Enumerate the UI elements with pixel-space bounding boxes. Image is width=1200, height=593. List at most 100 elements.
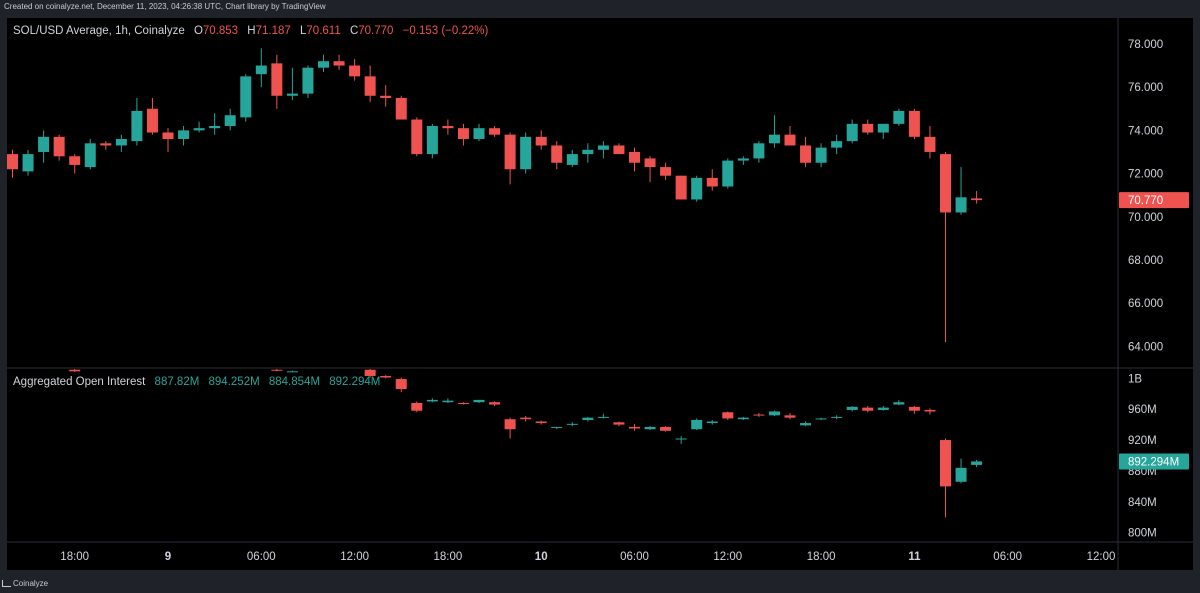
oi-candle	[442, 398, 454, 403]
price-candle	[209, 113, 221, 135]
price-candle	[349, 59, 361, 81]
oi-candle-body	[815, 418, 827, 420]
price-candle	[504, 132, 516, 185]
coinalyze-logo-icon	[2, 580, 11, 587]
oi-candle-body	[784, 415, 796, 418]
price-candle-body	[224, 115, 236, 127]
oi-candle	[846, 406, 858, 412]
price-candle-body	[473, 128, 485, 139]
price-candle	[115, 134, 127, 152]
legend-low-label: L	[300, 25, 307, 37]
oi-candle	[784, 413, 796, 420]
brand-name: Coinalyze	[13, 579, 49, 588]
price-candle-body	[940, 154, 951, 213]
price-candle-body	[489, 128, 501, 135]
oi-candle-body	[908, 406, 920, 411]
oi-candle-body	[489, 402, 501, 405]
oi-candle-body	[893, 402, 905, 405]
price-candle	[255, 48, 267, 88]
oi-candles	[69, 369, 983, 518]
price-candle-body	[162, 132, 174, 139]
price-candle	[691, 175, 703, 202]
price-candle	[69, 154, 81, 174]
price-tick-label: 78.000	[1128, 39, 1163, 51]
oi-candle-body	[551, 426, 563, 428]
price-candle-body	[815, 147, 827, 163]
price-candle	[924, 126, 936, 159]
price-tick-label: 66.000	[1128, 298, 1163, 310]
time-axis[interactable]: 18:00 9 06:00 12:00 18:00 10 06:00 12:00 18:00 11…	[60, 551, 1115, 563]
time-tick-label: 11	[908, 551, 921, 563]
price-candle-body	[893, 110, 905, 124]
price-candle	[955, 167, 967, 215]
price-candle-body	[178, 130, 190, 139]
price-candle-body	[691, 177, 703, 200]
time-tick-label: 18:00	[807, 551, 836, 563]
oi-legend-high: 894.252M	[208, 376, 260, 388]
price-candle-body	[597, 145, 609, 150]
price-axis[interactable]: 78.000 76.000 74.000 72.000 70.000 68.000 66.0…	[1119, 39, 1189, 353]
oi-tick-label: 840M	[1128, 497, 1157, 509]
chart-svg[interactable]: 78.000 76.000 74.000 72.000 70.000 68.000 66.0…	[7, 18, 1193, 570]
price-candle	[38, 130, 50, 163]
legend-open-value: 70.853	[202, 25, 239, 37]
legend-close-value: 70.770	[358, 25, 394, 37]
price-candle-body	[955, 197, 967, 213]
legend-change: −0.153 (−0.22%)	[402, 25, 489, 37]
price-last-value-label: 70.770	[1128, 195, 1163, 207]
oi-candle	[971, 459, 983, 468]
oi-candle-body	[286, 371, 298, 373]
price-candle-body	[706, 177, 718, 187]
chart-area[interactable]: 78.000 76.000 74.000 72.000 70.000 68.000 66.0…	[7, 18, 1193, 570]
oi-candle	[893, 399, 905, 406]
legend-high-label: H	[247, 25, 256, 37]
oi-candle	[364, 369, 376, 378]
price-candle	[877, 123, 889, 139]
oi-candle-body	[535, 421, 547, 424]
oi-candle	[800, 421, 812, 427]
price-candle	[940, 151, 951, 343]
time-tick-label: 12:00	[1087, 551, 1116, 563]
oi-candle	[395, 377, 407, 393]
oi-last-value-bg	[1119, 453, 1189, 470]
oi-tick-label: 920M	[1128, 435, 1157, 447]
oi-candle-body	[457, 402, 469, 404]
oi-candle-body	[862, 407, 874, 411]
time-tick-label: 12:00	[713, 551, 742, 563]
price-candle-body	[582, 149, 594, 155]
oi-candle	[457, 402, 469, 405]
oi-candle-body	[426, 399, 438, 402]
price-candle	[318, 54, 329, 73]
price-candle	[7, 149, 18, 178]
oi-candle-body	[722, 412, 734, 419]
price-candle-body	[831, 141, 843, 148]
oi-candle-body	[69, 369, 81, 372]
price-candle-body	[660, 167, 672, 176]
time-tick-label: 06:00	[247, 551, 276, 563]
price-candle	[442, 119, 454, 135]
oi-candle-body	[473, 399, 485, 403]
oi-candle	[940, 438, 951, 518]
oi-candle	[566, 422, 578, 427]
time-tick-label: 06:00	[993, 551, 1022, 563]
oi-candle-body	[582, 417, 594, 420]
price-candle	[302, 65, 314, 98]
price-candle-body	[442, 126, 454, 129]
price-candle-body	[255, 65, 267, 75]
oi-candle	[597, 413, 609, 419]
price-candle-body	[69, 156, 81, 165]
price-candle-body	[193, 128, 205, 131]
oi-tick-label: 800M	[1128, 528, 1157, 540]
top-caption: Created on coinalyze.net, December 11, 2…	[4, 2, 326, 11]
oi-legend-low: 884.854M	[268, 376, 321, 388]
oi-candle-body	[706, 421, 718, 424]
price-candle-body	[38, 136, 50, 152]
oi-candle-body	[846, 406, 858, 410]
price-candle	[178, 126, 190, 146]
price-candle	[333, 54, 345, 70]
price-candle-body	[924, 136, 936, 152]
price-candle	[629, 147, 640, 172]
price-candle	[53, 134, 65, 161]
